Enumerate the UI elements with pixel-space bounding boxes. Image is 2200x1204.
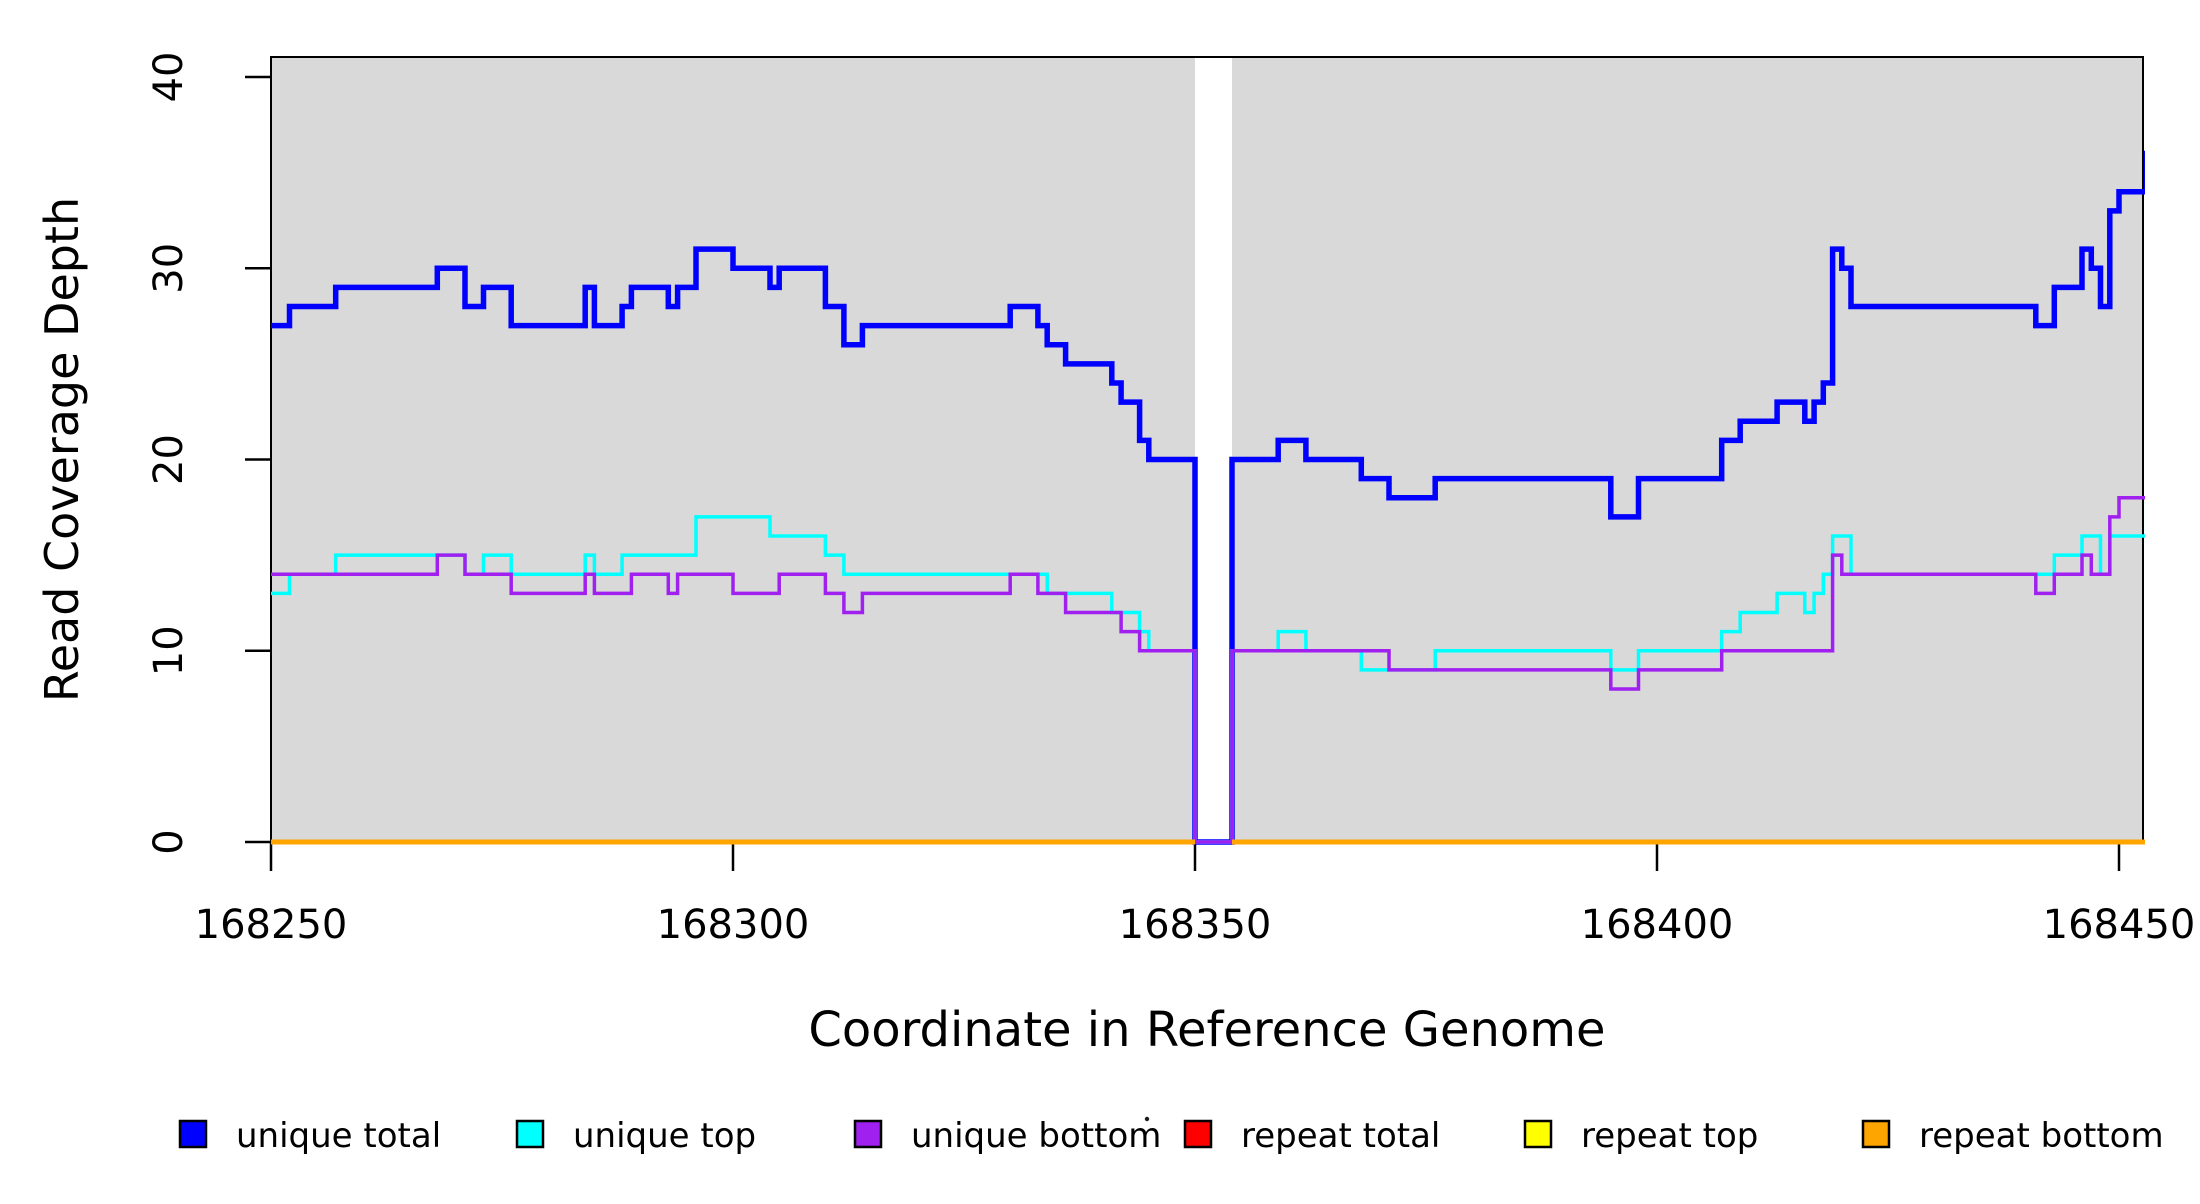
- plot-background-left: [271, 57, 1195, 842]
- series-line-unique-bottom: [271, 496, 2145, 844]
- x-tick-label: 168400: [1581, 902, 1734, 948]
- legend-item-unique-total: unique total: [178, 1116, 441, 1156]
- y-tick-label: 20: [146, 434, 192, 485]
- plot-background-right: [1231, 57, 2143, 842]
- legend-item-repeat-bottom: repeat bottom: [1861, 1116, 2164, 1156]
- legend-swatch: [1861, 1119, 1891, 1149]
- legend-swatch: [178, 1119, 208, 1149]
- legend-item-repeat-total: repeat total: [1183, 1116, 1440, 1156]
- legend-item-unique-top: unique top: [515, 1116, 756, 1156]
- y-tick-label: 40: [146, 52, 192, 103]
- y-axis-title: Read Coverage Depth: [35, 197, 89, 702]
- axes: 0 10 20 30 40 168250 168300 168350 168400 168450: [146, 52, 2195, 948]
- legend-item-repeat-top: repeat top: [1523, 1116, 1758, 1156]
- legend: unique total unique top unique bottom repea…: [178, 1116, 2164, 1156]
- y-tick-label: 10: [146, 625, 192, 676]
- y-tick-label: 30: [146, 243, 192, 294]
- legend-label: unique top: [573, 1116, 756, 1156]
- x-tick-label: 168350: [1119, 902, 1272, 948]
- legend-label: repeat bottom: [1919, 1116, 2164, 1156]
- legend-swatch: [1523, 1119, 1553, 1149]
- legend-label: unique total: [236, 1116, 441, 1156]
- legend-item-unique-bottom: unique bottom: [853, 1116, 1161, 1156]
- legend-swatch: [853, 1119, 883, 1149]
- x-tick-label: 168450: [2043, 902, 2196, 948]
- legend-label: unique bottom: [911, 1116, 1161, 1156]
- x-axis-title: Coordinate in Reference Genome: [808, 1002, 1605, 1058]
- legend-swatch: [1183, 1119, 1213, 1149]
- legend-label: repeat top: [1581, 1116, 1758, 1156]
- series-line-unique-total: [271, 150, 2145, 845]
- series-line-unique-top: [271, 496, 2145, 844]
- x-tick-label: 168300: [657, 902, 810, 948]
- x-tick-label: 168250: [195, 902, 348, 948]
- stray-dot: [1144, 1116, 1150, 1122]
- legend-label: repeat total: [1241, 1116, 1440, 1156]
- legend-swatch: [515, 1119, 545, 1149]
- y-tick-label: 0: [146, 829, 192, 854]
- series-lines: [271, 150, 2145, 845]
